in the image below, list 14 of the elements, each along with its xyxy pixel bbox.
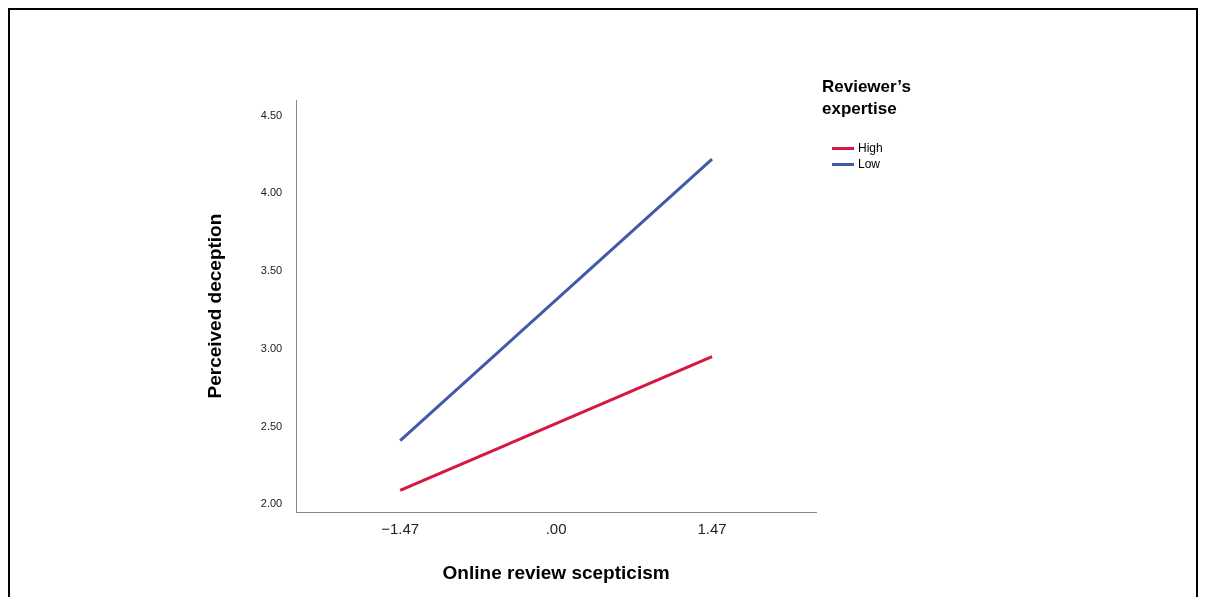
y-axis-title: Perceived deception bbox=[203, 213, 225, 399]
x-tick-label: −1.47 bbox=[381, 520, 420, 538]
y-tick-label: 3.50 bbox=[260, 264, 283, 277]
y-tick-label: 2.00 bbox=[260, 497, 283, 510]
legend-label: Low bbox=[858, 156, 881, 172]
x-axis-title: Online review scepticism bbox=[442, 561, 670, 583]
y-tick-label: 4.50 bbox=[260, 108, 283, 121]
y-tick-label: 4.00 bbox=[260, 186, 283, 199]
y-tick-label: 2.50 bbox=[260, 419, 283, 432]
legend-title: Reviewer’s expertise bbox=[822, 76, 912, 120]
y-tick-label: 3.00 bbox=[260, 341, 283, 354]
legend-label: High bbox=[858, 140, 883, 156]
x-tick-label: .00 bbox=[545, 520, 567, 538]
x-tick-label: 1.47 bbox=[697, 520, 727, 538]
